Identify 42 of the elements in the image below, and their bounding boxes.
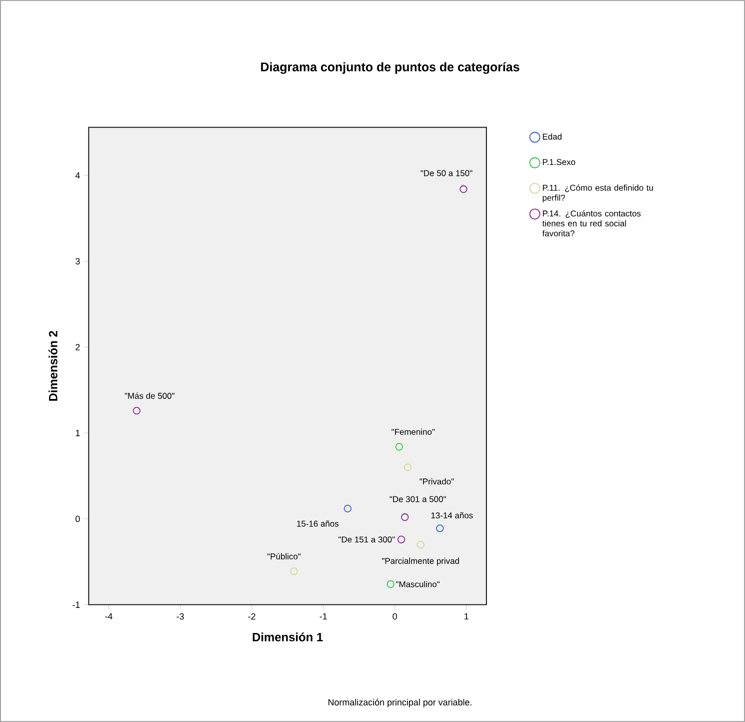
- text: Normalización principal por variable.: [328, 698, 472, 708]
- y-tick-label: 3: [76, 258, 80, 264]
- y-tick-label: 2: [76, 344, 80, 350]
- legend-label: P.11. ¿Cómo esta definido tu perfil?: [542, 184, 653, 202]
- y-tick-label: 4: [75, 172, 80, 178]
- point: [386, 580, 394, 588]
- legend-label: Edad: [542, 133, 562, 140]
- point: [401, 513, 409, 522]
- x-tick-label: -1: [320, 613, 327, 620]
- point: [395, 442, 403, 451]
- annotation: "De 301 a 500": [390, 496, 446, 502]
- chart-title: Diagrama conjunto de puntos de categorías: [261, 62, 520, 74]
- point: [132, 406, 140, 415]
- x-axis-title: Dimensión 1: [252, 632, 323, 642]
- point: [460, 185, 468, 194]
- annotation: "Público": [267, 553, 301, 560]
- point: [344, 504, 352, 512]
- x-tick-label: 0: [392, 613, 397, 620]
- x-tick-label: -2: [248, 613, 256, 620]
- y-tick-label: 0: [76, 516, 80, 522]
- annotation: 15-16 años: [297, 520, 338, 527]
- point: [416, 540, 424, 548]
- annotation: "Masculino": [396, 581, 440, 588]
- y-tick-label: -1: [72, 602, 80, 608]
- annotation: "Privado": [420, 478, 454, 484]
- y-tick-label: 1: [76, 430, 80, 436]
- point: [397, 536, 406, 544]
- annotation: "De 50 a 150": [420, 170, 472, 176]
- annotation: "Parcialmente privad: [382, 558, 459, 566]
- annotation: "De 151 a 300": [338, 536, 395, 542]
- point: [404, 464, 412, 472]
- annotation: "Más de 500": [124, 392, 174, 399]
- annotation: "Femenino": [392, 428, 435, 435]
- y-axis-title: Dimensión 2: [48, 330, 58, 401]
- legend-label: P.14. ¿Cuántos contactos tienes en tu red social favorita?: [542, 210, 641, 236]
- annotation: 13-14 años: [431, 512, 473, 518]
- x-tick-label: -4: [105, 613, 112, 620]
- legend-label: P.1.Sexo: [542, 159, 576, 166]
- point: [436, 524, 444, 532]
- x-tick-label: -3: [176, 613, 184, 620]
- point: [290, 567, 298, 576]
- x-tick-label: 1: [464, 613, 468, 620]
